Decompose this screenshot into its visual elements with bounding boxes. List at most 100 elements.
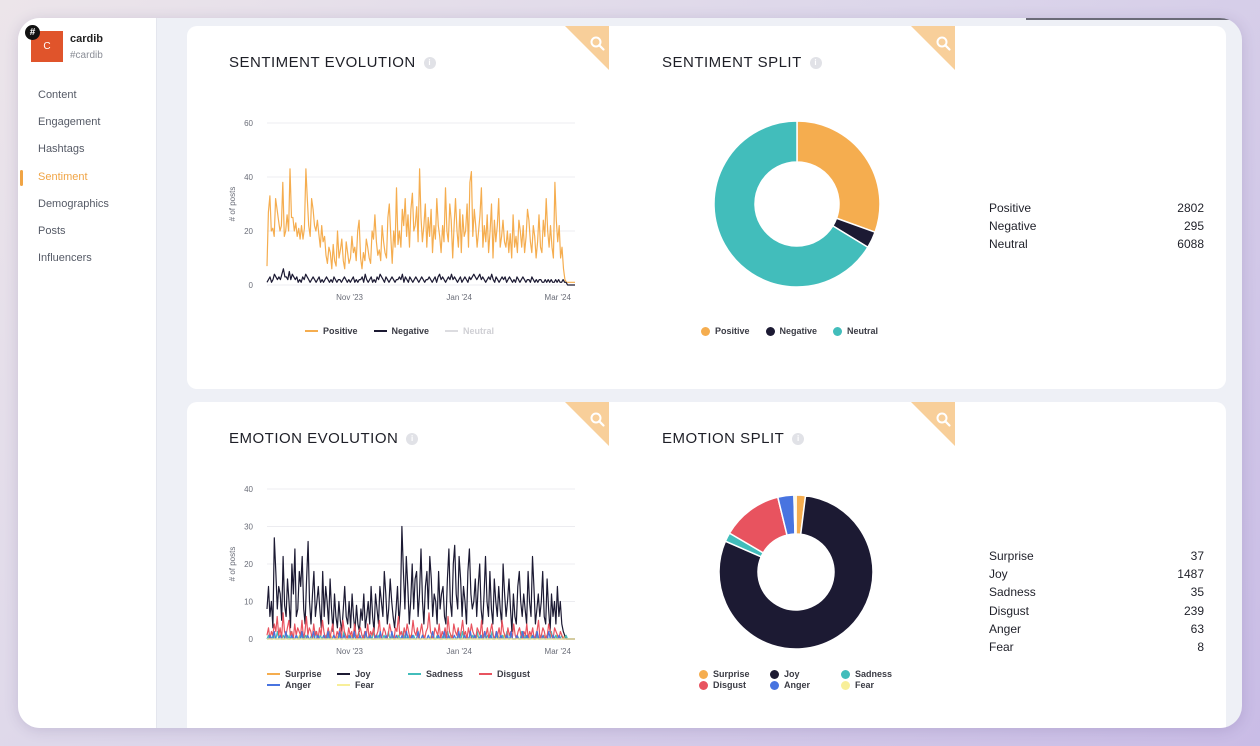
y-tick-label: 20 bbox=[244, 227, 253, 236]
table-row: Neutral 6088 bbox=[989, 235, 1204, 253]
legend-sadness[interactable]: Sadness bbox=[408, 669, 463, 679]
legend-disgust[interactable]: Disgust bbox=[699, 680, 746, 690]
legend-label: Positive bbox=[323, 326, 358, 336]
slice-fear[interactable] bbox=[793, 494, 797, 535]
legend-dot-icon bbox=[770, 680, 779, 690]
legend-label: Neutral bbox=[847, 326, 879, 336]
legend-fear[interactable]: Fear bbox=[841, 680, 874, 690]
sidebar-item-demographics[interactable]: Demographics bbox=[38, 197, 109, 210]
x-tick-label: Nov '23 bbox=[336, 647, 363, 656]
legend-dot-icon bbox=[770, 669, 779, 679]
table-row: Joy 1487 bbox=[989, 565, 1204, 583]
row-label: Sadness bbox=[989, 585, 1036, 600]
legend-label: Negative bbox=[391, 326, 430, 336]
magnifier-icon[interactable] bbox=[935, 411, 953, 429]
sidebar: C # cardib #cardib Content Engagement Ha… bbox=[18, 18, 157, 728]
info-icon[interactable]: i bbox=[406, 432, 419, 445]
legend-label: Negative bbox=[779, 326, 818, 336]
magnifier-icon[interactable] bbox=[935, 35, 953, 53]
sentiment-values-table: Positive 2802 Negative 295 Neutral 6088 bbox=[989, 199, 1204, 254]
legend-positive[interactable]: Positive bbox=[305, 326, 358, 336]
legend-dot-icon bbox=[699, 680, 708, 690]
legend-label: Neutral bbox=[463, 326, 495, 336]
x-tick-label: Jan '24 bbox=[446, 647, 472, 656]
legend-surprise[interactable]: Surprise bbox=[267, 669, 322, 679]
x-tick-label: Mar '24 bbox=[545, 293, 572, 302]
emotion-split-title: EMOTION SPLIT i bbox=[662, 430, 805, 447]
table-row: Anger 63 bbox=[989, 620, 1204, 638]
panel-title-text: SENTIMENT EVOLUTION bbox=[229, 54, 416, 71]
legend-neutral[interactable]: Neutral bbox=[445, 326, 494, 336]
legend-label: Sadness bbox=[855, 669, 893, 679]
emotion-split-donut bbox=[718, 494, 874, 650]
legend-label: Disgust bbox=[497, 669, 531, 679]
row-value: 8 bbox=[1197, 639, 1204, 654]
legend-fear[interactable]: Fear bbox=[337, 680, 374, 690]
legend-label: Positive bbox=[715, 326, 750, 336]
sidebar-item-engagement[interactable]: Engagement bbox=[38, 116, 101, 129]
sentiment-split-donut bbox=[713, 120, 881, 288]
legend-anger[interactable]: Anger bbox=[770, 680, 810, 690]
row-value: 35 bbox=[1190, 585, 1204, 600]
info-icon[interactable]: i bbox=[792, 432, 805, 445]
magnifier-icon[interactable] bbox=[589, 411, 607, 429]
legend-disgust[interactable]: Disgust bbox=[479, 669, 530, 679]
legend-line-icon bbox=[337, 684, 350, 686]
legend-surprise[interactable]: Surprise bbox=[699, 669, 750, 679]
x-tick-label: Jan '24 bbox=[446, 293, 472, 302]
sentiment-evolution-title: SENTIMENT EVOLUTION i bbox=[229, 54, 436, 71]
legend-positive[interactable]: Positive bbox=[701, 326, 750, 336]
legend-dot-icon bbox=[699, 669, 708, 679]
sidebar-item-influencers[interactable]: Influencers bbox=[38, 252, 92, 265]
legend-label: Surprise bbox=[285, 669, 322, 679]
legend-negative[interactable]: Negative bbox=[373, 326, 430, 336]
panel-title-text: EMOTION EVOLUTION bbox=[229, 430, 399, 447]
info-icon[interactable]: i bbox=[423, 56, 436, 69]
app-window: C # cardib #cardib Content Engagement Ha… bbox=[18, 18, 1242, 728]
sidebar-item-sentiment[interactable]: Sentiment bbox=[18, 164, 157, 191]
table-row: Sadness 35 bbox=[989, 583, 1204, 601]
emotion-values-table: Surprise 37 Joy 1487 Sadness 35 Disgust 239 … bbox=[989, 547, 1204, 656]
legend-anger[interactable]: Anger bbox=[267, 680, 311, 690]
slice-positive[interactable] bbox=[796, 120, 881, 234]
legend-negative[interactable]: Negative bbox=[765, 326, 818, 336]
magnifier-icon[interactable] bbox=[589, 35, 607, 53]
legend-joy[interactable]: Joy bbox=[337, 669, 371, 679]
legend-line-icon bbox=[373, 330, 387, 332]
legend-sadness[interactable]: Sadness bbox=[841, 669, 892, 679]
table-row: Positive 2802 bbox=[989, 199, 1204, 217]
row-label: Anger bbox=[989, 621, 1022, 636]
legend-line-icon bbox=[305, 330, 318, 332]
y-axis-label: # of posts bbox=[228, 547, 237, 582]
row-label: Fear bbox=[989, 639, 1014, 654]
row-label: Positive bbox=[989, 201, 1032, 215]
legend-joy[interactable]: Joy bbox=[770, 669, 800, 679]
slice-joy[interactable] bbox=[718, 494, 874, 650]
slice-neutral[interactable] bbox=[713, 120, 869, 288]
legend-line-icon bbox=[408, 673, 421, 675]
legend-line-icon bbox=[479, 673, 492, 675]
y-tick-label: 0 bbox=[249, 635, 254, 644]
sidebar-item-posts[interactable]: Posts bbox=[38, 224, 66, 237]
legend-line-icon bbox=[445, 330, 459, 332]
info-icon[interactable]: i bbox=[809, 56, 822, 69]
legend-neutral[interactable]: Neutral bbox=[833, 326, 878, 336]
y-tick-label: 40 bbox=[244, 173, 253, 182]
avatar-letter: C bbox=[43, 41, 51, 52]
table-row: Negative 295 bbox=[989, 217, 1204, 235]
emotion-evolution-chart: # of posts 0 10 20 30 40 Nov '23 Jan '24 Mar '24 bbox=[228, 485, 575, 656]
legend-line-icon bbox=[337, 673, 350, 675]
legend-dot-icon bbox=[833, 326, 843, 336]
y-tick-label: 60 bbox=[244, 119, 253, 128]
legend-label: Joy bbox=[355, 669, 371, 679]
row-value: 63 bbox=[1190, 621, 1204, 636]
row-value: 239 bbox=[1183, 603, 1204, 618]
legend-dot-icon bbox=[841, 669, 850, 679]
legend-dot-icon bbox=[701, 326, 710, 336]
sidebar-item-content[interactable]: Content bbox=[38, 89, 77, 101]
legend-line-icon bbox=[267, 684, 280, 686]
legend-line-icon bbox=[267, 673, 280, 675]
panel-title-text: SENTIMENT SPLIT bbox=[662, 54, 802, 71]
y-tick-label: 0 bbox=[249, 281, 254, 290]
sidebar-item-hashtags[interactable]: Hashtags bbox=[38, 143, 85, 156]
